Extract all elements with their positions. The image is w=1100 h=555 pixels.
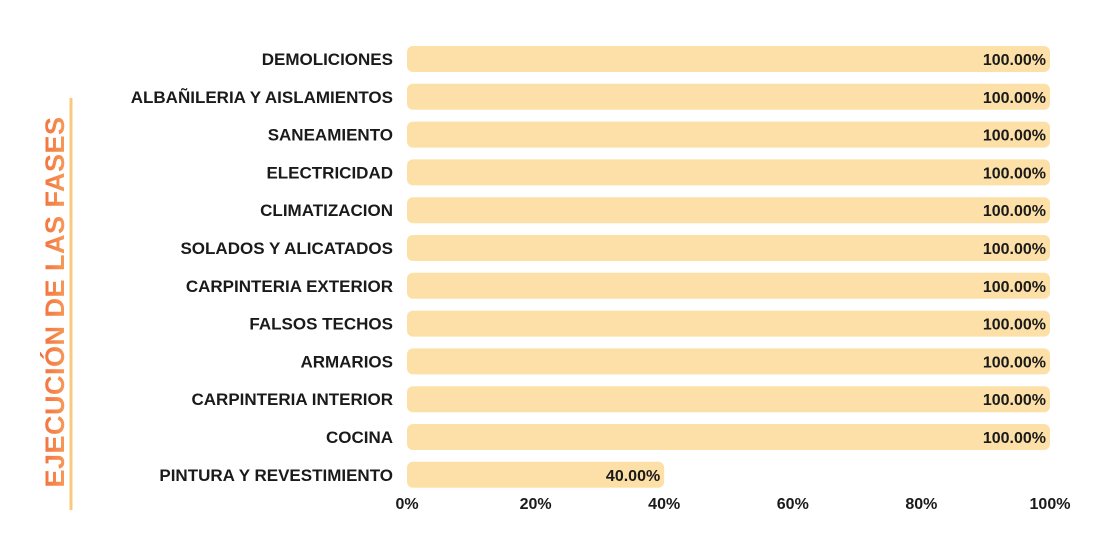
category-label-0: DEMOLICIONES xyxy=(262,50,393,69)
value-label-7: 100.00% xyxy=(983,317,1046,334)
value-label-9: 100.00% xyxy=(983,392,1046,409)
category-label-2: SANEAMIENTO xyxy=(268,126,393,145)
x-tick-label-4: 80% xyxy=(905,496,937,513)
category-label-8: ARMARIOS xyxy=(300,352,393,371)
bar-8 xyxy=(407,348,1050,375)
value-label-1: 100.00% xyxy=(983,90,1046,107)
category-label-3: ELECTRICIDAD xyxy=(266,163,393,182)
category-labels: DEMOLICIONES ALBAÑILERIA Y AISLAMIENTOS SA… xyxy=(131,50,393,485)
chart-title: EJECUCIÓN DE LAS FASES xyxy=(39,116,70,487)
value-label-10: 100.00% xyxy=(983,430,1046,447)
x-tick-label-1: 20% xyxy=(520,496,552,513)
value-label-8: 100.00% xyxy=(983,354,1046,371)
category-label-10: COCINA xyxy=(326,428,393,447)
value-label-3: 100.00% xyxy=(983,165,1046,182)
value-label-11: 40.00% xyxy=(606,468,660,485)
value-label-4: 100.00% xyxy=(983,203,1046,220)
category-label-6: CARPINTERIA EXTERIOR xyxy=(186,277,393,296)
bar-10 xyxy=(407,424,1050,450)
bar-3 xyxy=(407,159,1050,186)
category-label-7: FALSOS TECHOS xyxy=(249,315,393,334)
bar-6 xyxy=(407,272,1050,299)
x-tick-label-2: 40% xyxy=(648,496,680,513)
category-label-11: PINTURA Y REVESTIMIENTO xyxy=(159,466,393,485)
bar-5 xyxy=(407,235,1050,261)
bar-9 xyxy=(407,386,1050,413)
value-label-6: 100.00% xyxy=(983,279,1046,296)
x-tick-label-0: 0% xyxy=(395,496,418,513)
category-label-1: ALBAÑILERIA Y AISLAMIENTOS xyxy=(131,87,393,107)
bar-1 xyxy=(407,83,1050,110)
bars-group xyxy=(407,46,1050,488)
x-axis: 0% 20% 40% 60% 80% 100% xyxy=(395,496,1070,513)
value-label-0: 100.00% xyxy=(983,52,1046,69)
bar-2 xyxy=(407,121,1050,148)
value-label-5: 100.00% xyxy=(983,241,1046,258)
category-label-5: SOLADOS Y ALICATADOS xyxy=(180,239,393,258)
value-labels: 100.00% 100.00% 100.00% 100.00% 100.00% 100.0… xyxy=(606,52,1046,485)
category-label-4: CLIMATIZACION xyxy=(260,201,393,220)
bar-4 xyxy=(407,197,1050,224)
x-tick-label-5: 100% xyxy=(1030,496,1071,513)
category-label-9: CARPINTERIA INTERIOR xyxy=(192,390,394,409)
bar-7 xyxy=(407,310,1050,337)
bar-11 xyxy=(407,461,665,488)
value-label-2: 100.00% xyxy=(983,128,1046,145)
bar-0 xyxy=(407,46,1050,72)
x-tick-label-3: 60% xyxy=(777,496,809,513)
